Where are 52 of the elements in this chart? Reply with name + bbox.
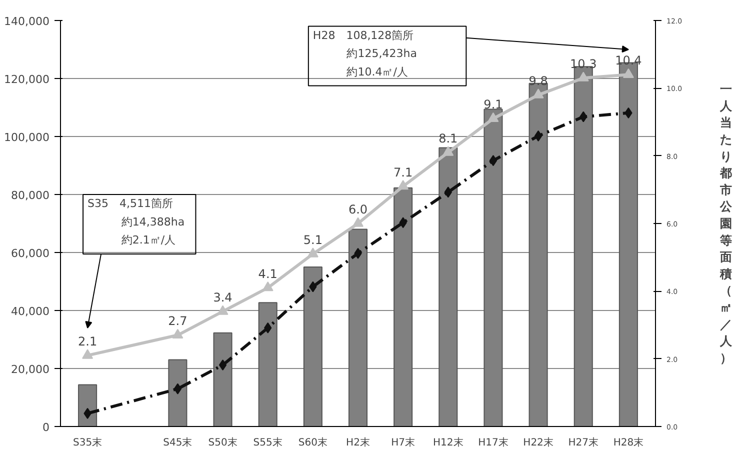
y-tick-label: 140,000: [4, 15, 50, 28]
point: [174, 383, 182, 394]
annotation: 約125,423ha: [346, 47, 417, 60]
x-tick-label: H28末: [613, 436, 644, 448]
point: [532, 88, 544, 98]
x-tick-label: S50末: [208, 436, 238, 448]
y-tick-label: 120,000: [4, 73, 50, 86]
data-label: 2.1: [78, 334, 98, 348]
x-tick-label: H7末: [391, 436, 416, 448]
data-label: 9.1: [484, 98, 503, 112]
point: [172, 328, 184, 339]
bar: [78, 384, 98, 426]
point: [489, 155, 498, 166]
point: [442, 146, 454, 156]
data-label: 4.1: [258, 266, 278, 281]
x-tick-label: H12末: [433, 436, 464, 448]
point: [534, 130, 542, 142]
annotation: H28 108,128箇所: [312, 28, 414, 42]
y-tick-label: 40,000: [11, 305, 50, 318]
point: [398, 180, 409, 190]
point: [622, 68, 634, 78]
point: [217, 305, 228, 315]
data-label: 3.4: [213, 290, 232, 304]
y-tick-label: 80,000: [11, 189, 50, 202]
point: [82, 349, 94, 359]
point: [488, 112, 499, 122]
x-tick-label: H22末: [523, 436, 554, 448]
y-tick-label: 60,000: [11, 247, 50, 260]
point: [307, 248, 318, 258]
annotation: 約14,388ha: [121, 215, 185, 228]
y-tick-label: 20,000: [11, 363, 50, 376]
point: [218, 360, 227, 371]
data-label: 2.7: [168, 314, 188, 328]
x-tick-label: S35末: [73, 436, 102, 448]
data-label: 6.0: [348, 202, 368, 216]
annotation: 約2.1㎡/人: [121, 234, 176, 247]
point: [352, 217, 364, 227]
x-tick-label: H2末: [346, 436, 370, 448]
annotation: S35 4,511箇所: [88, 197, 174, 210]
text: 一人当たり都市公園等面積（㎡／人）: [720, 82, 732, 365]
y-tick-label: 0: [42, 421, 50, 434]
x-tick-label: S45末: [163, 436, 192, 448]
x-tick-label: S60末: [298, 436, 328, 448]
x-tick-label: H27末: [568, 436, 599, 448]
annotation: 約10.4㎡/人: [346, 65, 408, 78]
point: [262, 282, 274, 292]
data-label: 7.1: [394, 165, 413, 180]
x-tick-label: S55末: [253, 436, 282, 448]
y-tick-label: 100,000: [4, 131, 50, 144]
data-label: 5.1: [303, 232, 322, 247]
x-tick-label: H17末: [478, 436, 508, 448]
point: [578, 72, 589, 82]
